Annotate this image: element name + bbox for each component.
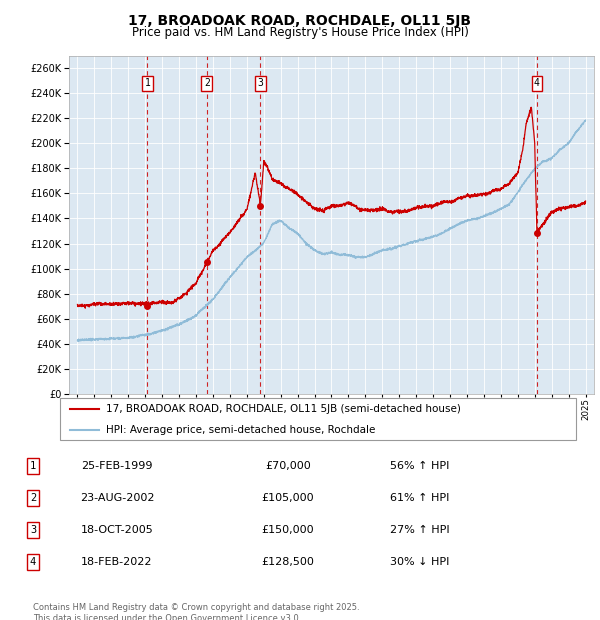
Text: HPI: Average price, semi-detached house, Rochdale: HPI: Average price, semi-detached house,… xyxy=(106,425,376,435)
Text: £70,000: £70,000 xyxy=(265,461,311,471)
Text: 30% ↓ HPI: 30% ↓ HPI xyxy=(391,557,449,567)
Text: 1: 1 xyxy=(30,461,36,471)
Text: £128,500: £128,500 xyxy=(262,557,314,567)
Text: 18-OCT-2005: 18-OCT-2005 xyxy=(80,525,154,535)
Text: 3: 3 xyxy=(257,78,263,88)
Text: 18-FEB-2022: 18-FEB-2022 xyxy=(81,557,153,567)
FancyBboxPatch shape xyxy=(60,398,576,440)
Text: 4: 4 xyxy=(30,557,36,567)
Text: 2: 2 xyxy=(30,493,36,503)
Text: £105,000: £105,000 xyxy=(262,493,314,503)
Text: Price paid vs. HM Land Registry's House Price Index (HPI): Price paid vs. HM Land Registry's House … xyxy=(131,26,469,39)
Text: 4: 4 xyxy=(534,78,540,88)
Text: £150,000: £150,000 xyxy=(262,525,314,535)
Text: 23-AUG-2002: 23-AUG-2002 xyxy=(80,493,154,503)
Text: 1: 1 xyxy=(145,78,151,88)
Text: 25-FEB-1999: 25-FEB-1999 xyxy=(81,461,153,471)
Text: Contains HM Land Registry data © Crown copyright and database right 2025.
This d: Contains HM Land Registry data © Crown c… xyxy=(33,603,359,620)
Text: 61% ↑ HPI: 61% ↑ HPI xyxy=(391,493,449,503)
Text: 2: 2 xyxy=(204,78,210,88)
Text: 17, BROADOAK ROAD, ROCHDALE, OL11 5JB (semi-detached house): 17, BROADOAK ROAD, ROCHDALE, OL11 5JB (s… xyxy=(106,404,461,414)
Text: 3: 3 xyxy=(30,525,36,535)
Text: 27% ↑ HPI: 27% ↑ HPI xyxy=(390,525,450,535)
Text: 17, BROADOAK ROAD, ROCHDALE, OL11 5JB: 17, BROADOAK ROAD, ROCHDALE, OL11 5JB xyxy=(128,14,472,28)
Text: 56% ↑ HPI: 56% ↑ HPI xyxy=(391,461,449,471)
